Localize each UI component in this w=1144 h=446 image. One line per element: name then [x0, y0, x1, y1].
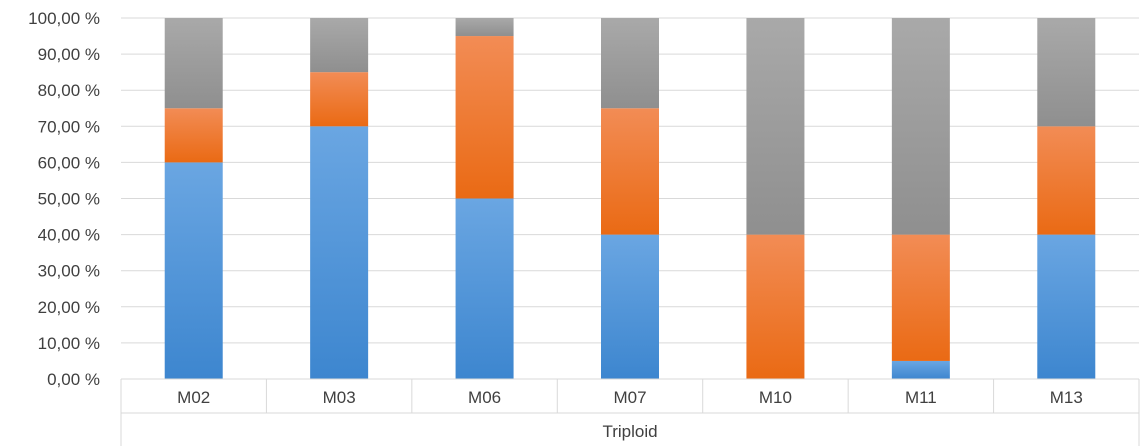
category-label: M07 [613, 388, 646, 407]
bar-segment [601, 18, 659, 109]
y-tick-label: 40,00 % [38, 226, 100, 245]
y-tick-label: 50,00 % [38, 190, 100, 209]
bar-segment [455, 36, 514, 199]
category-label: M02 [177, 388, 210, 407]
bar-segment [310, 126, 369, 379]
y-tick-label: 70,00 % [38, 117, 100, 136]
bar-segment [164, 162, 223, 379]
y-tick-label: 30,00 % [38, 262, 100, 281]
bar-segment [310, 72, 369, 127]
y-tick-label: 10,00 % [38, 334, 100, 353]
bar-segment [891, 360, 950, 379]
group-label: Triploid [602, 422, 657, 441]
bar-segment [891, 234, 950, 361]
bar-segment [455, 18, 514, 37]
category-label: M11 [905, 388, 937, 407]
category-axis: M02 M03 M06 M07 M10 M11 M13 Triploid [120, 378, 1140, 446]
bar-segment [164, 18, 223, 109]
bar-segment [746, 234, 805, 379]
bar-segment [601, 234, 659, 379]
category-label: M10 [759, 388, 792, 407]
category-label: M03 [323, 388, 356, 407]
bar-segment [1037, 126, 1096, 235]
category-label: M06 [468, 388, 501, 407]
bar-segment [601, 108, 659, 235]
y-tick-label: 90,00 % [38, 45, 100, 64]
bar-segment [164, 108, 223, 163]
y-tick-label: 60,00 % [38, 153, 100, 172]
bar-segment [1037, 234, 1096, 379]
bar-segment [1037, 18, 1096, 127]
y-tick-label: 80,00 % [38, 81, 100, 100]
y-tick-label: 100,00 % [28, 9, 100, 28]
y-tick-labels: 0,00 % 10,00 % 20,00 % 30,00 % 40,00 % 50,00 … [28, 9, 100, 389]
y-tick-label: 20,00 % [38, 298, 100, 317]
bar-segment [746, 18, 805, 235]
bar-segment [310, 18, 369, 73]
bars [164, 18, 1096, 379]
bar-segment [891, 18, 950, 235]
y-tick-label: 0,00 % [47, 370, 100, 389]
category-label: M13 [1050, 388, 1083, 407]
bar-segment [455, 198, 514, 379]
